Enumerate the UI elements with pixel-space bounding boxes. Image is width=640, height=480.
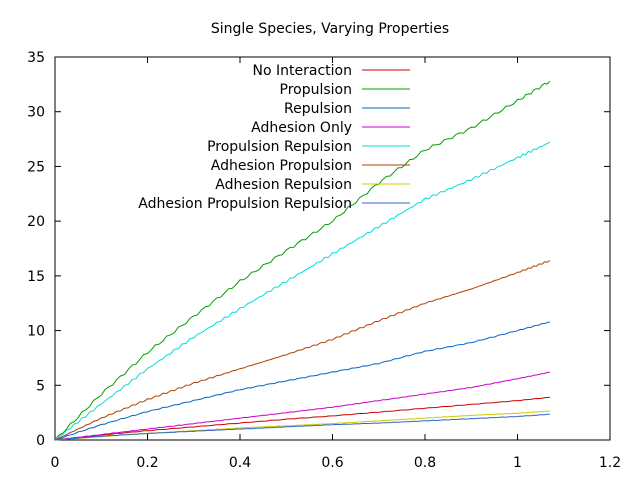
y-tick-label: 20: [27, 214, 45, 230]
legend-label: Adhesion Propulsion: [211, 158, 352, 174]
series-line: [54, 321, 551, 441]
y-tick-label: 30: [27, 105, 45, 121]
chart-title: Single Species, Varying Properties: [211, 21, 449, 37]
x-axis: 0 0.2 0.4 0.6 0.8 1 1.2: [51, 57, 621, 471]
series-line: [54, 80, 551, 441]
legend-label: Adhesion Only: [251, 120, 352, 136]
series-lines: [54, 80, 551, 441]
legend-label: Propulsion Repulsion: [207, 139, 352, 155]
x-tick-label: 1.2: [599, 455, 621, 471]
x-tick-label: 1: [513, 455, 522, 471]
y-tick-label: 5: [36, 378, 45, 394]
series-line: [54, 371, 550, 441]
legend-label: Repulsion: [284, 101, 352, 117]
legend-label: Propulsion: [280, 82, 352, 98]
legend-label: Adhesion Propulsion Repulsion: [138, 196, 352, 212]
y-tick-label: 10: [27, 324, 45, 340]
y-tick-label: 35: [27, 50, 45, 66]
series-line: [54, 410, 550, 441]
legend-label: Adhesion Repulsion: [215, 177, 352, 193]
series-line: [54, 396, 550, 441]
x-tick-label: 0.8: [414, 455, 436, 471]
series-line: [54, 413, 550, 441]
x-tick-label: 0.4: [229, 455, 251, 471]
y-tick-label: 25: [27, 159, 45, 175]
y-axis: 0 5 10 15 20 25 30 35: [27, 50, 610, 449]
y-tick-label: 0: [36, 433, 45, 449]
series-line: [54, 141, 551, 441]
legend: No Interaction Propulsion Repulsion Adhesio…: [138, 63, 410, 212]
series-line: [54, 260, 551, 441]
y-tick-label: 15: [27, 269, 45, 285]
legend-label: No Interaction: [253, 63, 352, 79]
x-tick-label: 0: [51, 455, 60, 471]
x-tick-label: 0.2: [136, 455, 158, 471]
x-tick-label: 0.6: [321, 455, 343, 471]
